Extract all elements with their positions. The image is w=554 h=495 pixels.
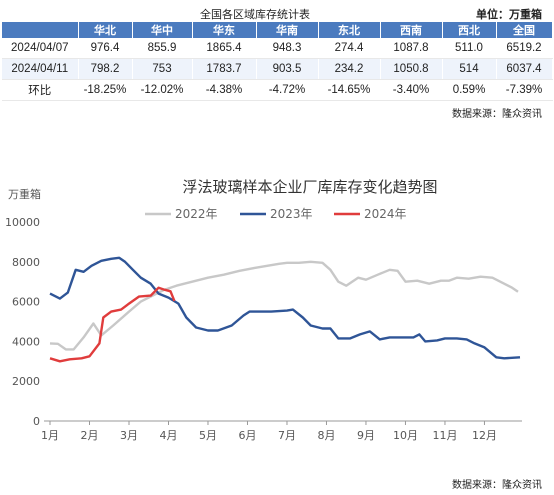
chart-source: 数据来源：隆众资讯: [452, 480, 542, 491]
header-cell: 华北: [78, 22, 133, 38]
table-cell: 2024/04/11: [2, 58, 79, 80]
table-cell: 753: [132, 58, 193, 80]
header-cell: 东北: [318, 22, 381, 38]
table-cell: 855.9: [132, 38, 193, 59]
x-tick-label: 12月: [472, 429, 497, 442]
y-tick-label: 8000: [12, 256, 40, 269]
table-source: 数据来源：隆众资讯: [452, 109, 542, 120]
x-tick-label: 3月: [120, 429, 138, 442]
header-cell: 西北: [442, 22, 497, 38]
header-cell: 全国: [496, 22, 553, 38]
table-row: 环比 -18.25% -12.02% -4.38% -4.72% -14.65%…: [2, 79, 553, 101]
table-cell: 1783.7: [192, 58, 257, 80]
series-line-2024年: [49, 286, 176, 363]
inventory-line-chart: 浮法玻璃样本企业厂库库存变化趋势图 万重箱 2022年 2023年 2024年 0 2…: [5, 178, 522, 442]
table-cell: 1865.4: [192, 38, 257, 59]
header-cell: 华南: [256, 22, 319, 38]
table-cell: 948.3: [256, 38, 319, 59]
legend-label: 2022年: [175, 207, 218, 221]
table-caption: 全国各区域库存统计表 单位：万重箱: [0, 4, 554, 22]
table-cell: 2024/04/07: [2, 38, 79, 59]
table-cell: 976.4: [78, 38, 133, 59]
table-cell: 6519.2: [496, 38, 553, 59]
table-cell: 0.59%: [442, 79, 497, 101]
series-line-2023年: [49, 256, 521, 360]
legend-label: 2023年: [270, 207, 313, 221]
table-cell: 511.0: [442, 38, 497, 59]
header-cell: 华中: [132, 22, 193, 38]
table-cell: 514: [442, 58, 497, 80]
y-tick-label: 6000: [12, 296, 40, 309]
y-tick-label: 2000: [12, 375, 40, 388]
header-cell: [2, 22, 79, 38]
x-tick-label: 6月: [238, 429, 256, 442]
table-cell: -12.02%: [132, 79, 193, 101]
table-cell: -4.72%: [256, 79, 319, 101]
y-tick-label: 4000: [12, 335, 40, 348]
x-tick-label: 4月: [159, 429, 177, 442]
x-tick-label: 7月: [278, 429, 296, 442]
table-header-row: 华北 华中 华东 华南 东北 西南 西北 全国: [2, 22, 553, 38]
table-unit: 单位：万重箱: [476, 8, 542, 21]
chart-series: [49, 256, 521, 363]
chart-title: 浮法玻璃样本企业厂库库存变化趋势图: [182, 178, 437, 196]
table-cell: 6037.4: [496, 58, 553, 80]
x-tick-label: 1月: [41, 429, 59, 442]
x-tick-label: 11月: [432, 429, 457, 442]
table-cell: 环比: [2, 79, 79, 101]
table-cell: 903.5: [256, 58, 319, 80]
table-title: 全国各区域库存统计表: [200, 8, 310, 21]
series-line-2022年: [49, 260, 519, 351]
header-cell: 华东: [192, 22, 257, 38]
table-cell: -14.65%: [318, 79, 381, 101]
table-cell: -3.40%: [380, 79, 443, 101]
table-cell: 274.4: [318, 38, 381, 59]
y-tick-label: 10000: [5, 216, 40, 229]
y-axis-label: 万重箱: [8, 187, 41, 201]
table-row: 2024/04/07 976.4 855.9 1865.4 948.3 274.…: [2, 38, 553, 59]
legend-label: 2024年: [364, 207, 407, 221]
x-tick-label: 2月: [80, 429, 98, 442]
table-cell: 798.2: [78, 58, 133, 80]
chart-legend: 2022年 2023年 2024年: [145, 207, 407, 221]
table-cell: -18.25%: [78, 79, 133, 101]
x-tick-label: 10月: [393, 429, 418, 442]
x-axis-ticks: 1月 2月 3月 4月 5月 6月 7月 8月 9月 10月 11月 12月: [41, 421, 497, 442]
y-axis-ticks: 0 2000 4000 6000 8000 10000: [5, 216, 40, 428]
x-tick-label: 9月: [357, 429, 375, 442]
inventory-table: 华北 华中 华东 华南 东北 西南 西北 全国 2024/04/07 976.4…: [2, 22, 553, 101]
table-cell: -7.39%: [496, 79, 553, 101]
table-cell: 1050.8: [380, 58, 443, 80]
x-tick-label: 8月: [317, 429, 335, 442]
table-row: 2024/04/11 798.2 753 1783.7 903.5 234.2 …: [2, 58, 553, 80]
table-cell: -4.38%: [192, 79, 257, 101]
table-cell: 234.2: [318, 58, 381, 80]
x-tick-label: 5月: [199, 429, 217, 442]
table-cell: 1087.8: [380, 38, 443, 59]
header-cell: 西南: [380, 22, 443, 38]
y-tick-label: 0: [33, 415, 40, 428]
